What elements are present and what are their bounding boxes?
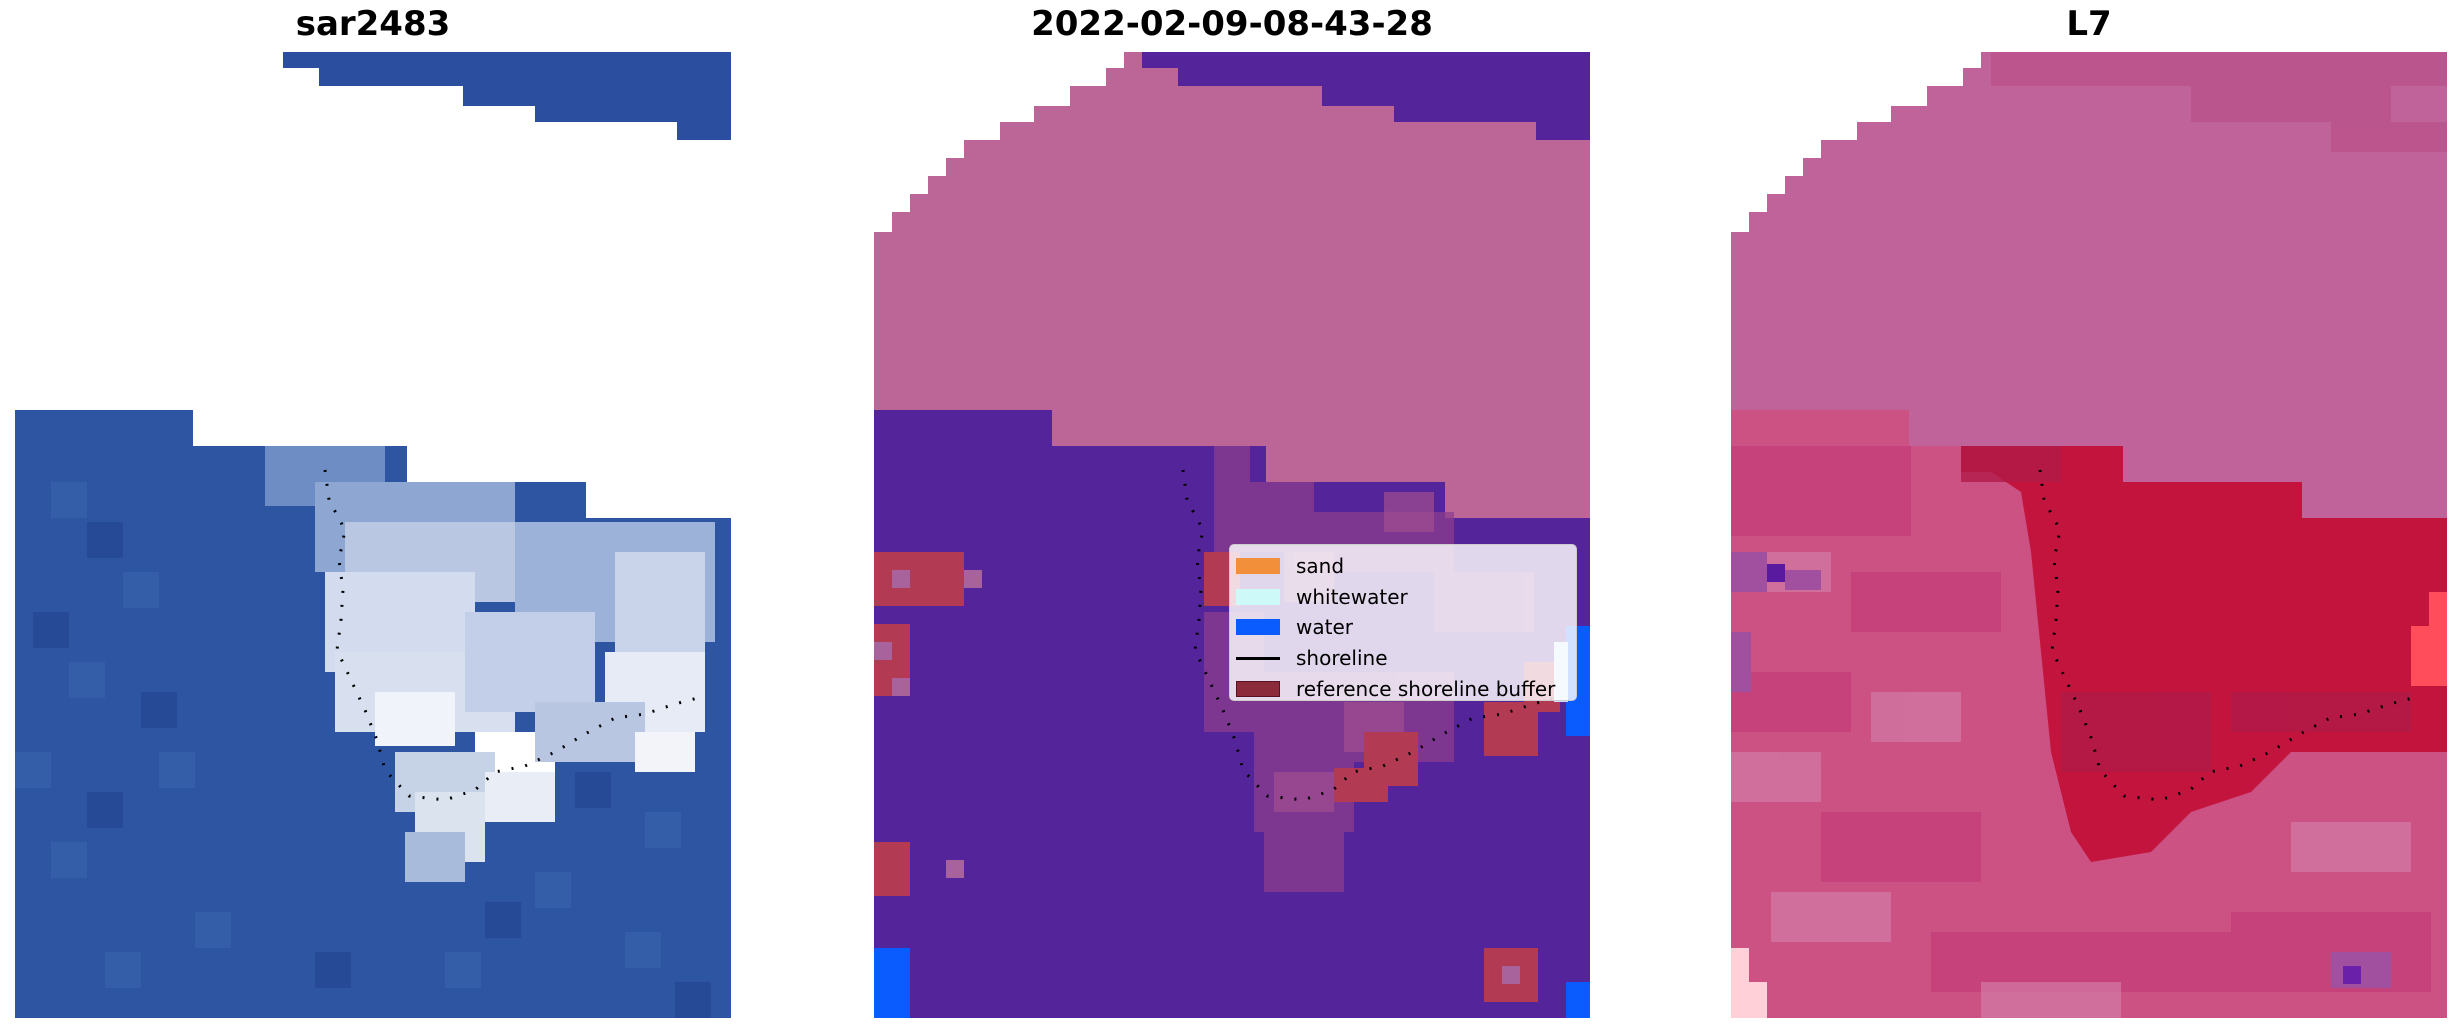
legend-label: whitewater [1296,584,1408,609]
rgb-satellite-image [15,52,731,1018]
legend-label: reference shoreline buffer [1296,676,1556,701]
probability-map [1731,52,2447,1018]
legend-item-water: water [1236,612,1568,643]
legend-label: water [1296,615,1353,640]
whitewater-swatch [1236,588,1280,605]
panel-title-classified: 2022-02-09-08-43-28 [1031,4,1433,44]
panel-title-rgb: sar2483 [295,4,451,44]
legend-label: shoreline [1296,646,1388,671]
panel-title-probability: L7 [2066,4,2112,44]
classified-image [874,52,1590,1018]
shoreline-swatch [1236,656,1280,660]
legend-item-sand: sand [1236,551,1568,582]
legend-item-shoreline: shoreline [1236,643,1568,674]
sand-swatch [1236,558,1280,575]
legend: sand whitewater water shoreline referenc… [1229,544,1577,701]
buffer-swatch [1236,680,1280,697]
water-swatch [1236,619,1280,636]
legend-label: sand [1296,554,1345,579]
legend-item-whitewater: whitewater [1236,582,1568,613]
legend-item-reference-shoreline-buffer: reference shoreline buffer [1236,673,1568,704]
